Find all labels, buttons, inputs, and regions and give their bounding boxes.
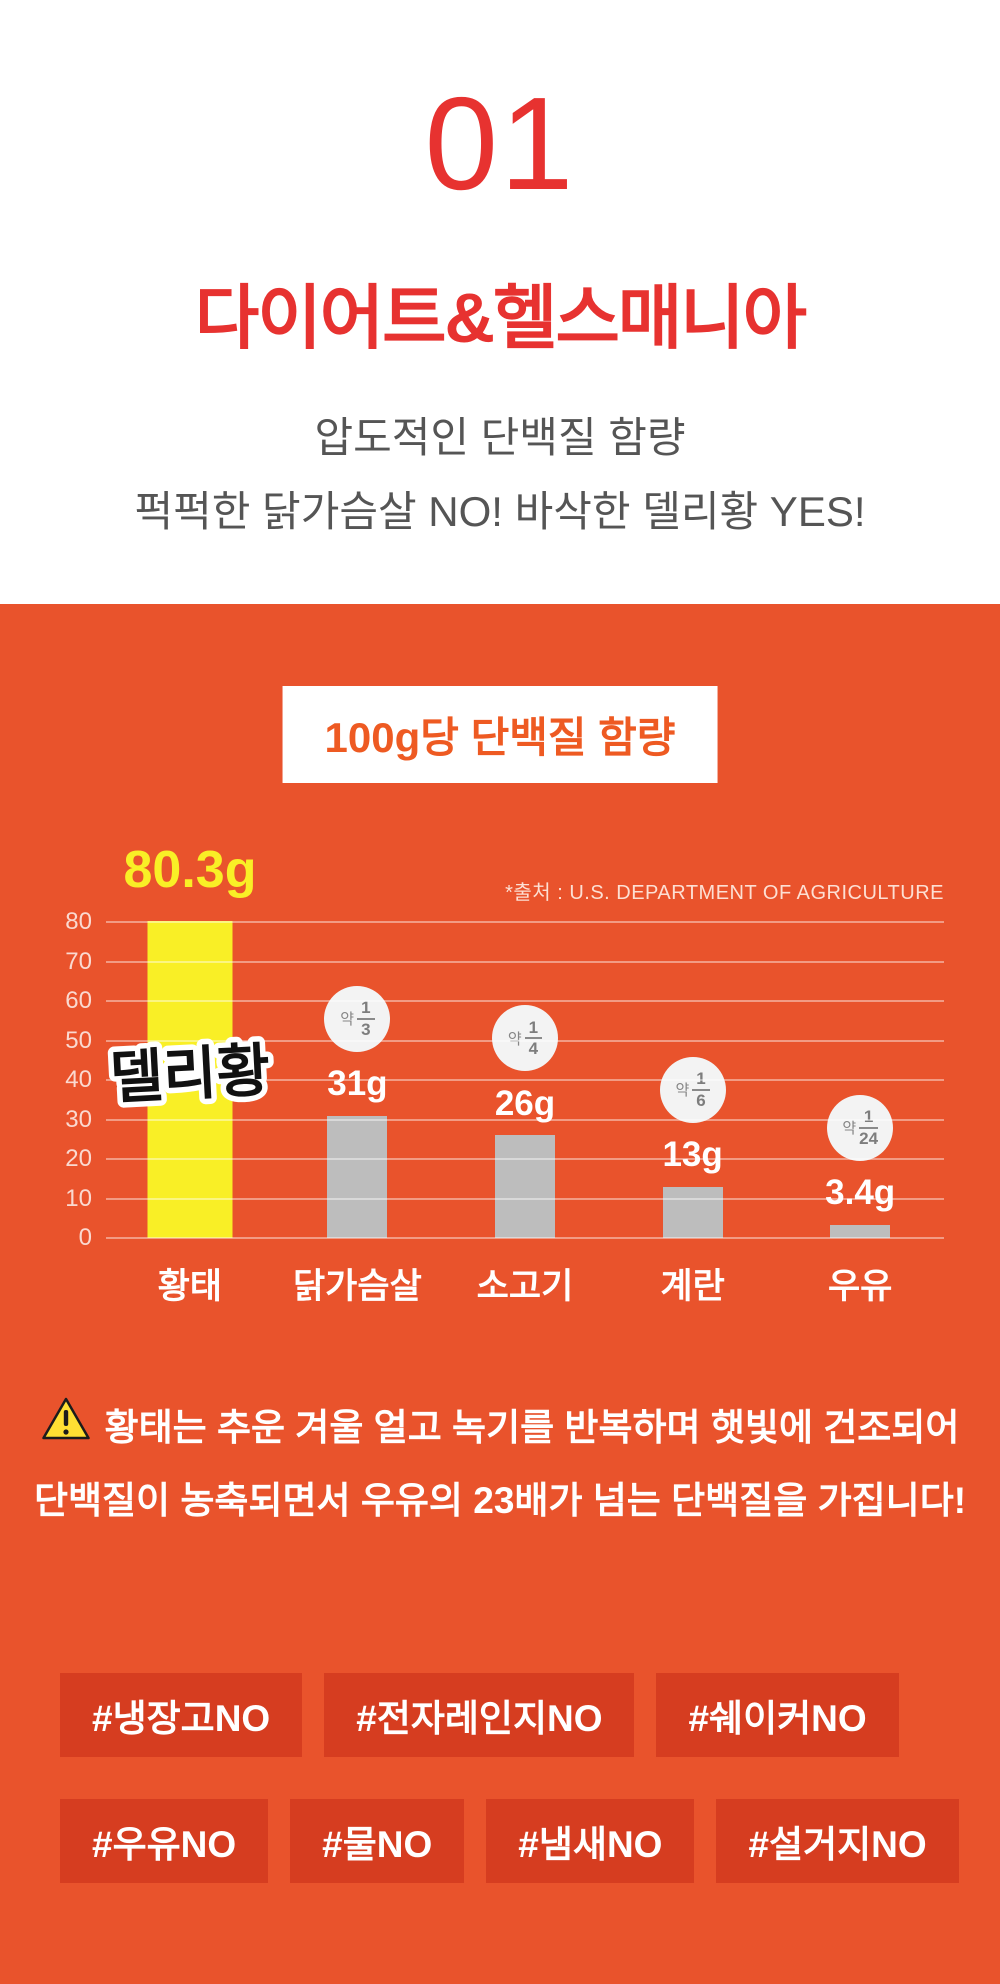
bar-beef: [494, 1135, 555, 1238]
hashtag: #냉장고NO: [60, 1673, 303, 1757]
category-label: 우유: [827, 1267, 893, 1306]
protein-section: 100g당 단백질 함량 80.3g *출처 : U.S. DEPARTMENT…: [0, 604, 1000, 1984]
fraction-prefix: 약: [340, 1011, 355, 1029]
page-title: 다이어트&헬스매니아: [194, 279, 807, 357]
fraction-prefix: 약: [842, 1120, 857, 1138]
gridline: [106, 1118, 944, 1121]
fraction-prefix: 약: [675, 1082, 690, 1100]
brand-sticker: 델리황: [103, 1032, 277, 1116]
y-tick-label: 0: [78, 1224, 92, 1251]
gridline: [106, 1197, 944, 1200]
fraction-numerator: 1: [859, 1107, 879, 1129]
note-text-2: 단백질이 농축되면서 우유의 23배가 넘는 단백질을 가집니다!: [33, 1480, 967, 1521]
fraction-badge: 약 1 24: [827, 1094, 894, 1161]
gridline: [106, 1158, 944, 1160]
warning-line-2: 단백질이 농축되면서 우유의 23배가 넘는 단백질을 가집니다!: [0, 1470, 1000, 1524]
bar-hwangtae: [147, 920, 233, 1238]
hashtag: #물NO: [290, 1799, 465, 1883]
hashtag: #우유NO: [60, 1799, 269, 1883]
bar-chicken: [327, 1115, 388, 1238]
hashtag: #설거지NO: [716, 1799, 959, 1883]
gridline: [106, 960, 944, 963]
brand-label: 델리황: [108, 1038, 271, 1111]
hashtag-row-1: #냉장고NO #전자레인지NO #쉐이커NO: [60, 1673, 899, 1757]
warning-line-1: 황태는 추운 겨울 얼고 녹기를 반복하며 햇빛에 건조되어: [0, 1396, 1000, 1451]
y-tick-label: 50: [65, 1026, 92, 1054]
y-tick-label: 40: [65, 1066, 92, 1093]
source-note: *출처 : U.S. DEPARTMENT OF AGRICULTURE: [505, 882, 944, 904]
gridline: [106, 1000, 944, 1002]
subtitle-2: 퍽퍽한 닭가슴살 NO! 바삭한 델리황 YES!: [134, 488, 866, 535]
subtitle-1: 압도적인 단백질 함량: [314, 414, 686, 461]
y-tick-label: 70: [65, 947, 92, 975]
fraction-numerator: 1: [357, 998, 375, 1020]
y-tick-label: 10: [65, 1184, 92, 1212]
bar-group-hwangtae: 황태: [106, 920, 274, 1306]
gridline: [106, 1039, 944, 1042]
y-tick-label: 20: [65, 1145, 92, 1172]
category-label: 닭가슴살: [292, 1267, 422, 1306]
note-text-1: 황태는 추운 겨울 얼고 녹기를 반복하며 햇빛에 건조되어: [104, 1406, 960, 1448]
category-label: 황태: [157, 1267, 222, 1306]
bar-milk: [830, 1224, 891, 1238]
category-label: 소고기: [476, 1267, 574, 1306]
hashtag: #쉐이커NO: [656, 1673, 899, 1757]
section-number: 01: [424, 70, 576, 217]
warning-icon: [41, 1396, 91, 1451]
value-label: 3.4g: [825, 1173, 896, 1213]
hashtag: #냄새NO: [486, 1799, 695, 1883]
value-label: 31g: [327, 1064, 388, 1104]
highlight-value-label: 80.3g: [123, 841, 257, 899]
fraction-numerator: 1: [524, 1018, 543, 1040]
header-section: 01 다이어트&헬스매니아 압도적인 단백질 함량 퍽퍽한 닭가슴살 NO! 바…: [0, 0, 1000, 604]
value-label: 13g: [662, 1135, 723, 1175]
category-label: 계란: [660, 1267, 725, 1306]
y-tick-label: 60: [65, 987, 92, 1014]
gridline: [106, 1237, 944, 1239]
fraction-denominator: 24: [859, 1128, 879, 1148]
value-label: 26g: [494, 1083, 556, 1123]
gridline: [106, 1079, 944, 1081]
chart-title-badge: 100g당 단백질 함량: [282, 686, 718, 783]
fraction: 1 24: [859, 1107, 879, 1148]
fraction-numerator: 1: [692, 1069, 710, 1091]
bar-egg: [662, 1186, 723, 1238]
fraction-denominator: 6: [696, 1090, 706, 1110]
fraction-prefix: 약: [507, 1030, 522, 1048]
hashtag-row-2: #우유NO #물NO #냄새NO #설거지NO: [60, 1799, 959, 1883]
y-tick-label: 80: [65, 908, 92, 935]
hashtag: #전자레인지NO: [324, 1673, 635, 1757]
gridline: [106, 921, 944, 923]
fraction-denominator: 3: [361, 1019, 371, 1039]
y-tick-label: 30: [65, 1105, 92, 1133]
bar-group-milk: 약 1 24 3.4g 우유: [776, 922, 944, 1306]
fraction-denominator: 4: [528, 1039, 539, 1059]
